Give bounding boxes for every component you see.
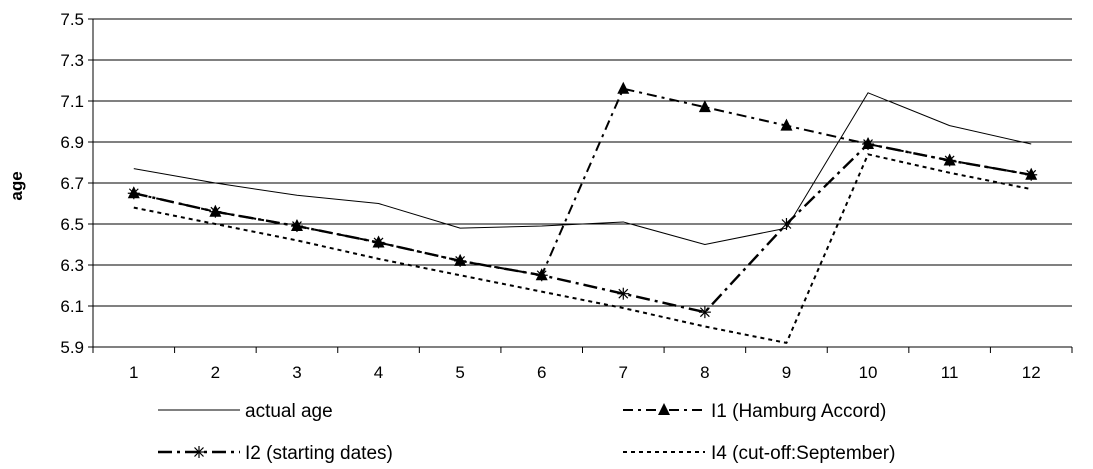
triangle-marker — [372, 235, 385, 248]
triangle-marker — [698, 100, 711, 113]
series-line-1 — [133, 92, 1032, 245]
triangle-marker — [780, 118, 793, 131]
x-tick-label: 2 — [211, 363, 220, 382]
y-tick-label: 6.5 — [60, 215, 84, 234]
asterisk-stroke — [194, 447, 204, 457]
legend-label: actual age — [245, 401, 333, 422]
series-line-2 — [133, 87, 1032, 277]
asterisk-stroke — [699, 307, 710, 318]
legend-item: I2 (starting dates) — [158, 443, 393, 464]
triangle-marker — [862, 137, 875, 150]
triangle-marker — [127, 186, 140, 199]
x-tick-label: 4 — [374, 363, 383, 382]
asterisk-marker — [780, 218, 793, 230]
triangle-marker — [290, 219, 303, 232]
legend-label: I4 (cut-off:September) — [711, 443, 895, 464]
x-tick-label: 8 — [700, 363, 709, 382]
x-tick-label: 7 — [619, 363, 628, 382]
y-tick-label: 7.3 — [60, 51, 84, 70]
x-tick-labels: 1 2 3 4 5 6 7 8 9 10 11 12 — [129, 363, 1041, 382]
asterisk-marker — [698, 306, 711, 319]
asterisk-stroke — [618, 288, 629, 299]
y-tick-label: 7.5 — [60, 10, 84, 29]
y-tick-label: 5.9 — [60, 338, 84, 357]
y-tick-label: 7.1 — [60, 92, 84, 111]
x-tick-label: 11 — [941, 363, 959, 382]
y-tick-label: 6.3 — [60, 256, 84, 275]
x-tick-label: 3 — [292, 363, 301, 382]
asterisk-stroke — [781, 219, 792, 229]
y-axis-label: age — [7, 171, 26, 200]
triangle-marker — [209, 204, 222, 217]
triangle-marker — [535, 268, 548, 281]
x-tick-label: 12 — [1022, 363, 1041, 382]
legend-label: I1 (Hamburg Accord) — [711, 401, 886, 422]
series-lines — [127, 81, 1038, 344]
gridlines — [93, 18, 1072, 348]
x-tick-label: 6 — [537, 363, 546, 382]
series-line-3 — [133, 142, 1032, 314]
triangle-marker — [943, 153, 956, 166]
triangle-marker — [454, 253, 467, 266]
legend-item: I4 (cut-off:September) — [623, 443, 895, 464]
y-tick-labels: 7.5 7.3 7.1 6.9 6.7 6.5 6.3 6.1 5.9 — [60, 10, 84, 357]
legend-label: I2 (starting dates) — [245, 443, 393, 464]
legend: actual age I1 (Hamburg Accord) I2 (startin… — [158, 401, 895, 464]
legend-item: actual age — [158, 401, 333, 422]
y-tick-label: 6.9 — [60, 133, 84, 152]
y-tick-label: 6.7 — [60, 174, 84, 193]
x-tick-label: 1 — [129, 363, 138, 382]
triangle-marker — [1025, 167, 1038, 180]
series-line-4 — [133, 153, 1032, 344]
x-tick-label: 10 — [859, 363, 878, 382]
y-tick-label: 6.1 — [60, 297, 84, 316]
asterisk-marker — [193, 446, 205, 458]
axes — [88, 18, 1073, 353]
asterisk-marker — [617, 287, 630, 300]
legend-item: I1 (Hamburg Accord) — [623, 401, 886, 422]
triangle-marker — [658, 403, 670, 415]
x-tick-label: 5 — [455, 363, 464, 382]
x-tick-label: 9 — [782, 363, 791, 382]
triangle-marker — [617, 81, 630, 94]
